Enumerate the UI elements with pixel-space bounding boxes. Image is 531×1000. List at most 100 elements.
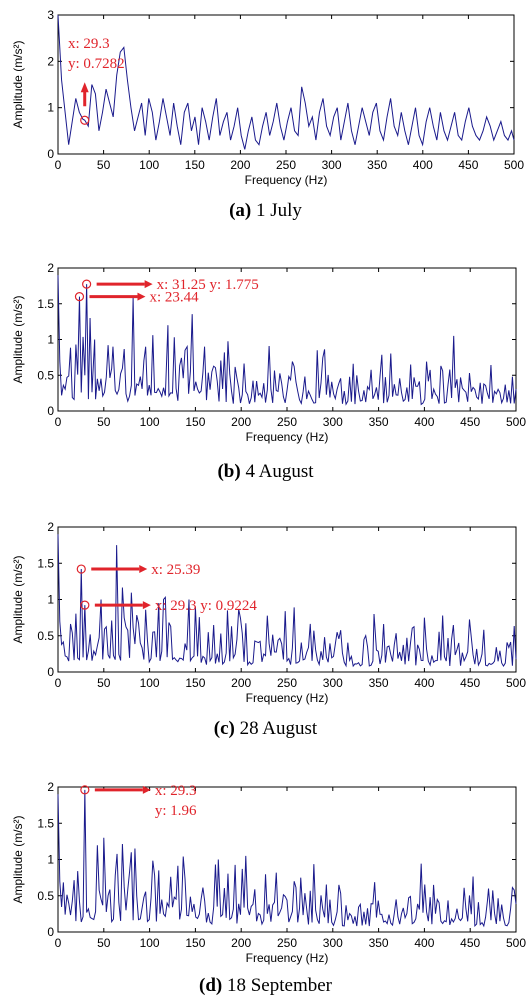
x-tick-label: 150 <box>185 158 205 172</box>
y-tick-label: 1.5 <box>37 816 54 830</box>
y-tick-label: 2 <box>47 520 54 534</box>
x-tick-label: 450 <box>460 676 480 690</box>
x-axis-label: Frequency (Hz) <box>245 173 328 187</box>
x-tick-label: 200 <box>231 936 251 950</box>
caption-letter: (c) <box>213 718 235 739</box>
y-tick-label: 0.5 <box>37 889 54 903</box>
data-tip-label: y: 1.96 <box>155 803 197 819</box>
y-axis-label: Amplitude (m/s²) <box>11 815 25 903</box>
x-tick-label: 0 <box>55 676 62 690</box>
data-tip-arrowhead <box>137 292 146 301</box>
x-axis-label: Frequency (Hz) <box>246 430 329 444</box>
data-tip-label: x: 25.39 <box>151 562 200 578</box>
data-tip-label: x: 29.3 <box>68 36 110 52</box>
x-tick-label: 250 <box>277 676 297 690</box>
x-tick-label: 450 <box>460 936 480 950</box>
x-tick-label: 250 <box>277 415 297 429</box>
y-tick-label: 1.5 <box>37 556 54 570</box>
caption-b: (b) 4 August <box>0 461 531 483</box>
x-tick-label: 500 <box>504 158 524 172</box>
x-axis-label: Frequency (Hz) <box>246 951 329 965</box>
chart-panel-b: 0 50 100 150 200 250 300 350 400 450 500 0 0.5 1 1.5 2 F… <box>11 261 526 444</box>
y-tick-label: 0.5 <box>37 368 54 382</box>
data-tip-arrowhead <box>142 601 151 610</box>
x-tick-label: 350 <box>369 936 389 950</box>
x-tick-label: 150 <box>185 415 205 429</box>
y-tick-label: 0 <box>47 925 54 939</box>
x-tick-label: 200 <box>231 415 251 429</box>
caption-c: (c) 28 August <box>0 718 531 740</box>
x-tick-label: 350 <box>369 676 389 690</box>
data-tip-label: x: 29.3 y: 0.9224 <box>155 598 258 614</box>
y-tick-label: 1.5 <box>37 297 54 311</box>
chart-panel-a: 0 50 100 150 200 250 300 350 400 450 500 0 1 2 3 Freque… <box>11 8 524 187</box>
caption-letter: (d) <box>199 975 223 996</box>
spectrum-line <box>57 534 517 668</box>
x-tick-label: 350 <box>367 158 387 172</box>
x-tick-label: 200 <box>231 676 251 690</box>
x-tick-label: 400 <box>414 936 434 950</box>
x-tick-label: 400 <box>414 676 434 690</box>
data-tip-arrowhead <box>144 280 153 289</box>
x-tick-label: 100 <box>140 676 160 690</box>
data-tip-arrowhead <box>139 565 148 574</box>
data-tip-arrowhead <box>80 82 89 93</box>
y-tick-label: 1 <box>47 593 54 607</box>
data-tip-marker <box>80 600 90 610</box>
x-tick-label: 500 <box>506 676 526 690</box>
y-tick-label: 2 <box>47 54 54 68</box>
spectrum-line <box>57 789 517 928</box>
x-tick-label: 50 <box>97 415 111 429</box>
data-tip-marker <box>74 292 85 302</box>
y-tick-label: 2 <box>47 261 54 275</box>
x-tick-label: 250 <box>276 158 296 172</box>
x-tick-label: 300 <box>323 415 343 429</box>
data-tip-marker <box>76 564 86 574</box>
y-tick-label: 0 <box>47 665 54 679</box>
data-tip-marker <box>82 279 92 289</box>
data-tip-arrowhead <box>142 785 151 794</box>
x-tick-label: 500 <box>506 415 526 429</box>
y-tick-label: 1 <box>47 853 54 867</box>
caption-text: 4 August <box>245 461 314 482</box>
caption-d: (d) 18 September <box>0 975 531 997</box>
chart-panel-d: 0 50 100 150 200 250 300 350 400 450 500 0 0.5 1 1.5 2 F… <box>11 780 526 965</box>
x-tick-label: 200 <box>230 158 250 172</box>
plot-area <box>57 14 515 155</box>
x-tick-label: 450 <box>460 415 480 429</box>
y-axis-label: Amplitude (m/s²) <box>11 295 25 383</box>
caption-text: 18 September <box>226 975 332 996</box>
x-tick-label: 150 <box>185 936 205 950</box>
caption-a: (a) 1 July <box>0 200 531 222</box>
y-tick-label: 2 <box>47 780 54 794</box>
y-tick-label: 3 <box>47 8 54 22</box>
data-tip-marker <box>80 785 90 795</box>
x-tick-label: 500 <box>506 936 526 950</box>
data-tip-label: x: 29.3 <box>155 783 197 799</box>
x-tick-label: 100 <box>139 158 159 172</box>
data-tip-marker <box>80 115 90 125</box>
x-tick-label: 300 <box>323 936 343 950</box>
data-tip-label: x: 23.44 <box>149 290 199 306</box>
data-tip-label: y: 0.7282 <box>68 56 125 72</box>
y-tick-label: 1 <box>47 101 54 115</box>
x-tick-label: 50 <box>97 158 111 172</box>
caption-text: 1 July <box>255 200 302 221</box>
chart-panel-c: 0 50 100 150 200 250 300 350 400 450 500 0 0.5 1 1.5 2 F… <box>11 520 526 705</box>
x-tick-label: 450 <box>458 158 478 172</box>
x-tick-label: 50 <box>97 676 111 690</box>
y-axis-label: Amplitude (m/s²) <box>11 40 25 128</box>
x-tick-label: 400 <box>413 158 433 172</box>
y-axis-label: Amplitude (m/s²) <box>11 555 25 643</box>
x-tick-label: 0 <box>55 936 62 950</box>
x-tick-label: 100 <box>140 415 160 429</box>
x-tick-label: 300 <box>322 158 342 172</box>
y-tick-label: 1 <box>47 333 54 347</box>
x-tick-label: 0 <box>55 415 62 429</box>
y-tick-label: 0.5 <box>37 629 54 643</box>
x-tick-label: 150 <box>185 676 205 690</box>
x-tick-label: 50 <box>97 936 111 950</box>
caption-text: 28 August <box>239 718 318 739</box>
x-axis-label: Frequency (Hz) <box>246 691 329 705</box>
